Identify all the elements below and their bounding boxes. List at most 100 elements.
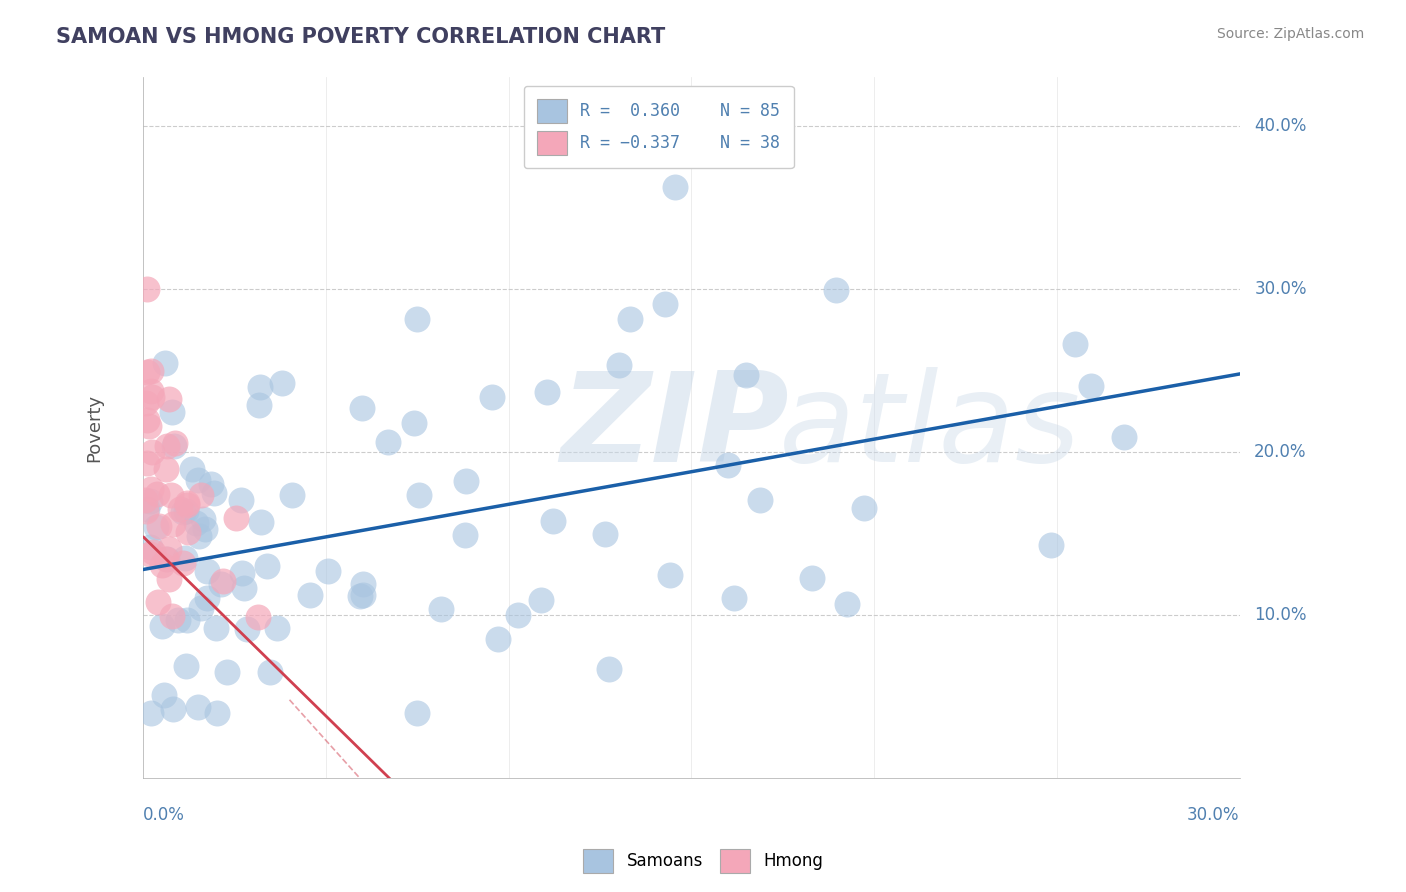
Point	[153, 688, 176, 702]
Point	[1080, 379, 1102, 393]
Point	[619, 312, 641, 326]
Point	[162, 702, 184, 716]
Point	[146, 487, 169, 501]
Point	[249, 379, 271, 393]
Point	[209, 576, 232, 591]
Point	[157, 542, 180, 557]
Point	[717, 458, 740, 472]
Point	[136, 412, 159, 426]
Point	[157, 392, 180, 406]
Point	[352, 588, 374, 602]
Point	[155, 552, 177, 566]
Point	[212, 574, 235, 588]
Point	[217, 665, 239, 679]
Point	[136, 502, 159, 516]
Point	[163, 439, 186, 453]
Point	[156, 551, 179, 566]
Point	[454, 474, 477, 488]
Point	[837, 597, 859, 611]
Point	[506, 608, 529, 623]
Point	[205, 620, 228, 634]
Point	[825, 283, 848, 297]
Point	[148, 595, 170, 609]
Point	[481, 390, 503, 404]
Point	[659, 567, 682, 582]
Point	[377, 434, 399, 449]
Point	[150, 619, 173, 633]
Text: SAMOAN VS HMONG POVERTY CORRELATION CHART: SAMOAN VS HMONG POVERTY CORRELATION CHAR…	[56, 27, 665, 46]
Point	[142, 545, 165, 559]
Point	[270, 376, 292, 390]
Text: Source: ZipAtlas.com: Source: ZipAtlas.com	[1216, 27, 1364, 41]
Point	[352, 577, 374, 591]
Point	[408, 488, 430, 502]
Point	[155, 439, 177, 453]
Point	[454, 527, 477, 541]
Point	[236, 622, 259, 636]
Point	[135, 504, 157, 518]
Point	[349, 589, 371, 603]
Point	[166, 613, 188, 627]
Point	[190, 488, 212, 502]
Point	[181, 462, 204, 476]
Point	[184, 516, 207, 530]
Point	[187, 699, 209, 714]
Point	[174, 504, 197, 518]
Point	[1064, 337, 1087, 351]
Text: ZIP: ZIP	[560, 368, 789, 488]
Point	[165, 436, 187, 450]
Point	[155, 461, 177, 475]
Point	[150, 558, 173, 573]
Point	[169, 502, 191, 516]
Point	[748, 492, 770, 507]
Point	[139, 706, 162, 720]
Point	[543, 514, 565, 528]
Text: 40.0%: 40.0%	[1254, 118, 1306, 136]
Point	[145, 520, 167, 534]
Point	[187, 473, 209, 487]
Point	[486, 632, 509, 646]
Point	[723, 591, 745, 605]
Text: 10.0%: 10.0%	[1254, 606, 1306, 624]
Point	[148, 519, 170, 533]
Point	[266, 621, 288, 635]
Point	[139, 547, 162, 561]
Point	[136, 456, 159, 470]
Point	[231, 566, 253, 580]
Point	[256, 559, 278, 574]
Point	[406, 311, 429, 326]
Point	[155, 355, 177, 369]
Legend: Samoans, Hmong: Samoans, Hmong	[576, 842, 830, 880]
Point	[172, 556, 194, 570]
Point	[598, 662, 620, 676]
Point	[298, 588, 321, 602]
Point	[174, 658, 197, 673]
Point	[190, 601, 212, 615]
Point	[139, 494, 162, 508]
Point	[402, 416, 425, 430]
Point	[160, 609, 183, 624]
Point	[159, 488, 181, 502]
Point	[160, 405, 183, 419]
Point	[1112, 429, 1135, 443]
Point	[141, 390, 163, 404]
Point	[194, 522, 217, 536]
Point	[852, 500, 875, 515]
Point	[1039, 538, 1062, 552]
Point	[195, 591, 218, 605]
Point	[134, 492, 156, 507]
Point	[249, 515, 271, 529]
Point	[654, 297, 676, 311]
Point	[191, 511, 214, 525]
Point	[249, 398, 271, 412]
Point	[139, 483, 162, 497]
Text: 0.0%: 0.0%	[143, 806, 186, 824]
Point	[536, 385, 558, 400]
Point	[138, 540, 160, 554]
Point	[195, 564, 218, 578]
Point	[664, 180, 686, 194]
Point	[593, 526, 616, 541]
Text: 30.0%: 30.0%	[1187, 806, 1240, 824]
Point	[406, 706, 429, 720]
Point	[136, 282, 159, 296]
